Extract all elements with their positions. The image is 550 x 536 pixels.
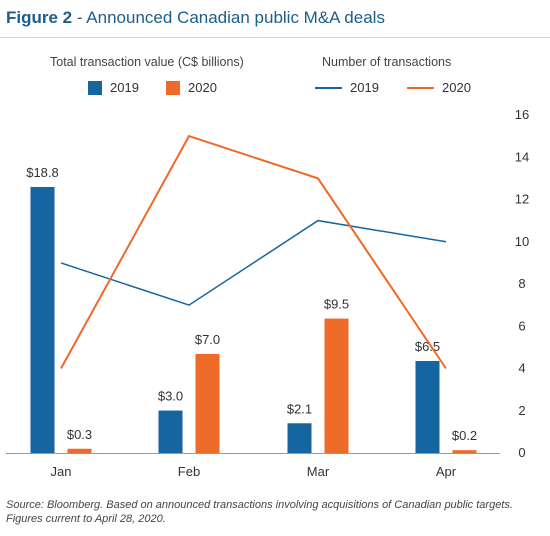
- bar-label-2019-feb: $3.0: [158, 389, 183, 404]
- legend-bar-2020-label: 2020: [188, 80, 217, 95]
- bar-label-2020-feb: $7.0: [195, 332, 220, 347]
- legend-heading-bars: Total transaction value (C$ billions): [50, 55, 244, 69]
- bar-2020-apr: [452, 450, 477, 453]
- right-axis-tick-10: 10: [515, 234, 529, 249]
- bar-2020-feb: [195, 353, 220, 453]
- right-axis-tick-2: 2: [518, 403, 525, 418]
- bar-label-2020-apr: $0.2: [452, 428, 477, 443]
- line-series-2020: [60, 134, 447, 370]
- x-tick-jan: Jan: [51, 464, 72, 479]
- right-axis-tick-6: 6: [518, 318, 525, 333]
- legend-bar-2019-label: 2019: [110, 80, 139, 95]
- legend-line-2020-swatch: [407, 86, 434, 89]
- line-series-2019: [60, 219, 447, 306]
- x-tick-apr: Apr: [436, 464, 457, 479]
- legend-line-2020: 2020: [407, 80, 471, 95]
- chart-title: Figure 2 - Announced Canadian public M&A…: [6, 8, 385, 28]
- bar-label-2019-mar: $2.1: [287, 401, 312, 416]
- x-tick-mar: Mar: [307, 464, 330, 479]
- source-note: Source: Bloomberg. Based on announced tr…: [6, 499, 513, 525]
- bar-2019-jan: [30, 186, 55, 454]
- legend-heading-lines: Number of transactions: [322, 55, 452, 69]
- bar-2019-apr: [415, 361, 440, 453]
- bar-2019-feb: [158, 410, 183, 453]
- legend-line-2019-swatch: [315, 86, 342, 89]
- legend-bar-2020-swatch: [166, 80, 180, 95]
- x-tick-feb: Feb: [178, 464, 200, 479]
- legend-line-2020-label: 2020: [442, 80, 471, 95]
- right-axis-tick-12: 12: [515, 192, 529, 207]
- bar-2020-jan: [67, 448, 92, 453]
- right-axis-tick-4: 4: [518, 361, 525, 376]
- right-axis-tick-14: 14: [515, 149, 529, 164]
- legend-bar-2020: 2020: [166, 80, 217, 95]
- figure-title: - Announced Canadian public M&A deals: [72, 8, 385, 27]
- bar-label-2019-jan: $18.8: [26, 165, 59, 180]
- legend-bar-2019-swatch: [88, 80, 102, 95]
- legend-bar-2019: 2019: [88, 80, 139, 95]
- right-axis-tick-8: 8: [518, 276, 525, 291]
- title-divider: [0, 37, 550, 38]
- right-axis-tick-16: 16: [515, 107, 529, 122]
- bar-label-2020-mar: $9.5: [324, 297, 349, 312]
- bar-2019-mar: [287, 423, 312, 453]
- legend-line-2019: 2019: [315, 80, 379, 95]
- figure-label: Figure 2: [6, 8, 73, 27]
- bar-label-2020-jan: $0.3: [67, 427, 92, 442]
- right-axis-tick-0: 0: [518, 445, 525, 460]
- bar-2020-mar: [324, 318, 349, 453]
- legend-line-2019-label: 2019: [350, 80, 379, 95]
